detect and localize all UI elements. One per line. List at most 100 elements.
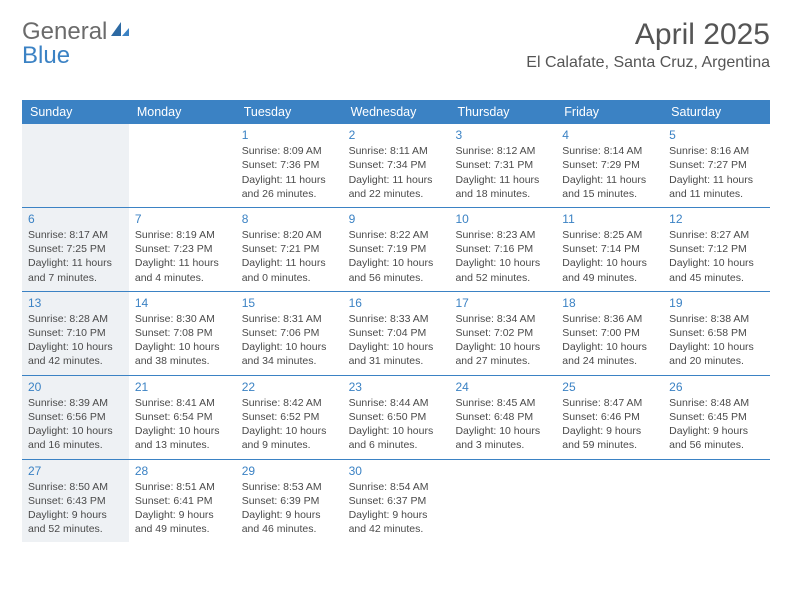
day-daylight: Daylight: 10 hours and 3 minutes. xyxy=(455,424,549,452)
day-number: 4 xyxy=(562,127,656,143)
calendar-weeks: 1Sunrise: 8:09 AMSunset: 7:36 PM Daylight… xyxy=(22,124,770,542)
day-daylight: Daylight: 9 hours and 56 minutes. xyxy=(669,424,763,452)
day-sunset: Sunset: 7:02 PM xyxy=(455,326,549,340)
day-sunrise: Sunrise: 8:33 AM xyxy=(349,312,443,326)
calendar-day-cell: 17Sunrise: 8:34 AMSunset: 7:02 PMDayligh… xyxy=(449,292,556,375)
day-number: 16 xyxy=(349,295,443,311)
logo-sail-icon xyxy=(109,18,131,45)
day-sunset: Sunset: 7:10 PM xyxy=(28,326,122,340)
day-sunset: Sunset: 7:36 PM xyxy=(242,158,336,172)
calendar-day-cell: 21Sunrise: 8:41 AMSunset: 6:54 PMDayligh… xyxy=(129,376,236,459)
calendar-day-cell: 14Sunrise: 8:30 AMSunset: 7:08 PMDayligh… xyxy=(129,292,236,375)
day-sunset: Sunset: 6:43 PM xyxy=(28,494,122,508)
day-daylight: Daylight: 9 hours and 42 minutes. xyxy=(349,508,443,536)
calendar-day-cell xyxy=(449,460,556,543)
day-sunset: Sunset: 6:52 PM xyxy=(242,410,336,424)
day-daylight: Daylight: 10 hours and 9 minutes. xyxy=(242,424,336,452)
day-sunset: Sunset: 7:14 PM xyxy=(562,242,656,256)
day-number: 24 xyxy=(455,379,549,395)
logo: General xyxy=(22,18,133,45)
calendar-day-cell: 28Sunrise: 8:51 AMSunset: 6:41 PMDayligh… xyxy=(129,460,236,543)
day-sunset: Sunset: 6:41 PM xyxy=(135,494,229,508)
day-sunrise: Sunrise: 8:17 AM xyxy=(28,228,122,242)
day-sunrise: Sunrise: 8:09 AM xyxy=(242,144,336,158)
day-sunset: Sunset: 7:08 PM xyxy=(135,326,229,340)
day-sunset: Sunset: 6:58 PM xyxy=(669,326,763,340)
day-sunrise: Sunrise: 8:19 AM xyxy=(135,228,229,242)
day-sunset: Sunset: 7:27 PM xyxy=(669,158,763,172)
day-daylight: Daylight: 10 hours and 42 minutes. xyxy=(28,340,122,368)
day-number: 9 xyxy=(349,211,443,227)
day-number: 30 xyxy=(349,463,443,479)
day-sunrise: Sunrise: 8:38 AM xyxy=(669,312,763,326)
day-number: 27 xyxy=(28,463,122,479)
calendar-week-row: 13Sunrise: 8:28 AMSunset: 7:10 PMDayligh… xyxy=(22,291,770,375)
day-daylight: Daylight: 10 hours and 20 minutes. xyxy=(669,340,763,368)
calendar-day-cell: 23Sunrise: 8:44 AMSunset: 6:50 PMDayligh… xyxy=(343,376,450,459)
day-sunrise: Sunrise: 8:39 AM xyxy=(28,396,122,410)
calendar-day-cell: 7Sunrise: 8:19 AMSunset: 7:23 PMDaylight… xyxy=(129,208,236,291)
day-sunrise: Sunrise: 8:45 AM xyxy=(455,396,549,410)
calendar-day-cell: 12Sunrise: 8:27 AMSunset: 7:12 PMDayligh… xyxy=(663,208,770,291)
calendar-day-cell: 18Sunrise: 8:36 AMSunset: 7:00 PMDayligh… xyxy=(556,292,663,375)
day-sunset: Sunset: 7:21 PM xyxy=(242,242,336,256)
calendar-day-cell: 19Sunrise: 8:38 AMSunset: 6:58 PMDayligh… xyxy=(663,292,770,375)
day-number: 10 xyxy=(455,211,549,227)
day-sunset: Sunset: 6:56 PM xyxy=(28,410,122,424)
day-number: 1 xyxy=(242,127,336,143)
day-number: 17 xyxy=(455,295,549,311)
day-sunrise: Sunrise: 8:30 AM xyxy=(135,312,229,326)
calendar-day-cell xyxy=(663,460,770,543)
day-daylight: Daylight: 11 hours and 7 minutes. xyxy=(28,256,122,284)
day-sunrise: Sunrise: 8:23 AM xyxy=(455,228,549,242)
day-daylight: Daylight: 11 hours and 0 minutes. xyxy=(242,256,336,284)
logo-text-1: General xyxy=(22,20,107,44)
day-number: 21 xyxy=(135,379,229,395)
calendar-day-cell: 26Sunrise: 8:48 AMSunset: 6:45 PMDayligh… xyxy=(663,376,770,459)
day-number: 8 xyxy=(242,211,336,227)
calendar-day-cell: 13Sunrise: 8:28 AMSunset: 7:10 PMDayligh… xyxy=(22,292,129,375)
calendar-day-cell: 16Sunrise: 8:33 AMSunset: 7:04 PMDayligh… xyxy=(343,292,450,375)
day-sunrise: Sunrise: 8:20 AM xyxy=(242,228,336,242)
page-header: General April 2025 El Calafate, Santa Cr… xyxy=(22,18,770,72)
calendar-day-cell: 15Sunrise: 8:31 AMSunset: 7:06 PMDayligh… xyxy=(236,292,343,375)
day-number: 7 xyxy=(135,211,229,227)
day-sunset: Sunset: 7:29 PM xyxy=(562,158,656,172)
day-number: 6 xyxy=(28,211,122,227)
calendar-day-cell: 6Sunrise: 8:17 AMSunset: 7:25 PMDaylight… xyxy=(22,208,129,291)
calendar-week-row: 20Sunrise: 8:39 AMSunset: 6:56 PMDayligh… xyxy=(22,375,770,459)
day-daylight: Daylight: 10 hours and 38 minutes. xyxy=(135,340,229,368)
day-daylight: Daylight: 10 hours and 34 minutes. xyxy=(242,340,336,368)
day-daylight: Daylight: 11 hours and 4 minutes. xyxy=(135,256,229,284)
weekday-header-cell: Saturday xyxy=(663,100,770,124)
calendar-day-cell: 11Sunrise: 8:25 AMSunset: 7:14 PMDayligh… xyxy=(556,208,663,291)
logo-line2: Blue xyxy=(22,44,70,68)
day-daylight: Daylight: 10 hours and 52 minutes. xyxy=(455,256,549,284)
calendar-day-cell: 2Sunrise: 8:11 AMSunset: 7:34 PMDaylight… xyxy=(343,124,450,207)
day-sunrise: Sunrise: 8:36 AM xyxy=(562,312,656,326)
day-sunrise: Sunrise: 8:42 AM xyxy=(242,396,336,410)
day-daylight: Daylight: 11 hours and 18 minutes. xyxy=(455,173,549,201)
day-number: 15 xyxy=(242,295,336,311)
day-daylight: Daylight: 10 hours and 49 minutes. xyxy=(562,256,656,284)
day-number: 11 xyxy=(562,211,656,227)
calendar-day-cell: 4Sunrise: 8:14 AMSunset: 7:29 PMDaylight… xyxy=(556,124,663,207)
day-daylight: Daylight: 9 hours and 59 minutes. xyxy=(562,424,656,452)
day-number: 22 xyxy=(242,379,336,395)
day-daylight: Daylight: 9 hours and 49 minutes. xyxy=(135,508,229,536)
calendar-day-cell: 22Sunrise: 8:42 AMSunset: 6:52 PMDayligh… xyxy=(236,376,343,459)
day-sunset: Sunset: 7:16 PM xyxy=(455,242,549,256)
weekday-header-row: SundayMondayTuesdayWednesdayThursdayFrid… xyxy=(22,100,770,124)
day-number: 26 xyxy=(669,379,763,395)
calendar-day-cell: 20Sunrise: 8:39 AMSunset: 6:56 PMDayligh… xyxy=(22,376,129,459)
calendar-day-cell: 27Sunrise: 8:50 AMSunset: 6:43 PMDayligh… xyxy=(22,460,129,543)
calendar-day-cell: 9Sunrise: 8:22 AMSunset: 7:19 PMDaylight… xyxy=(343,208,450,291)
day-sunset: Sunset: 6:45 PM xyxy=(669,410,763,424)
day-sunrise: Sunrise: 8:34 AM xyxy=(455,312,549,326)
day-number: 29 xyxy=(242,463,336,479)
day-sunset: Sunset: 7:25 PM xyxy=(28,242,122,256)
calendar-day-cell: 10Sunrise: 8:23 AMSunset: 7:16 PMDayligh… xyxy=(449,208,556,291)
day-sunset: Sunset: 6:50 PM xyxy=(349,410,443,424)
day-sunrise: Sunrise: 8:28 AM xyxy=(28,312,122,326)
calendar-day-cell: 3Sunrise: 8:12 AMSunset: 7:31 PMDaylight… xyxy=(449,124,556,207)
